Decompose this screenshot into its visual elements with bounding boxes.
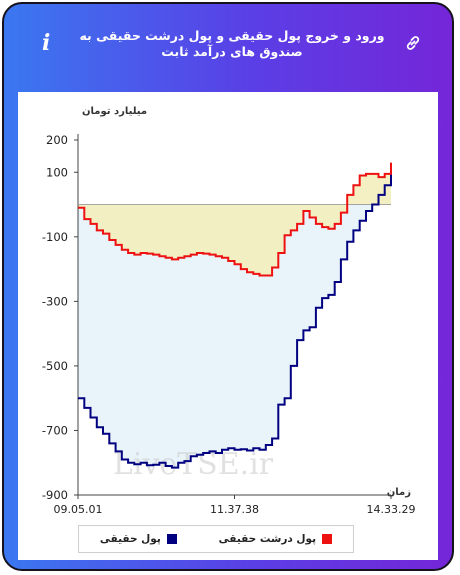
legend-item-real-money[interactable]: پول حقیقی bbox=[100, 533, 177, 545]
legend-label-big-real-money: پول درشت حقیقی bbox=[218, 533, 317, 545]
series-line-big-real-money bbox=[78, 162, 392, 277]
legend-label-real-money: پول حقیقی bbox=[99, 533, 161, 545]
y-tick-label: -100 bbox=[42, 230, 68, 244]
legend-swatch-real-money bbox=[166, 534, 177, 544]
info-icon[interactable]: i bbox=[42, 30, 51, 56]
x-axis-label: زمان bbox=[387, 487, 411, 498]
legend-swatch-big-real-money bbox=[322, 534, 333, 544]
series-line-real-money bbox=[78, 172, 392, 469]
x-tick-label: 09.05.01 bbox=[54, 503, 103, 516]
x-tick-label: 11.37.38 bbox=[210, 503, 259, 516]
area-chart: میلیارد تومان زمان LiveTSE.ir 200100-100… bbox=[42, 106, 416, 516]
x-tick-label: 14.33.29 bbox=[367, 503, 416, 516]
card-header: i ورود و خروج پول حقیقی و پول درشت حقیقی… bbox=[4, 4, 452, 89]
chart-card: i ورود و خروج پول حقیقی و پول درشت حقیقی… bbox=[2, 2, 454, 571]
legend-item-big-real-money[interactable]: پول درشت حقیقی bbox=[218, 533, 333, 545]
y-axis-label: میلیارد تومان bbox=[82, 106, 147, 117]
chart-panel: میلیارد تومان زمان LiveTSE.ir 200 100 -100… bbox=[18, 92, 438, 560]
link-icon[interactable] bbox=[404, 34, 422, 52]
y-tick-label: 200 bbox=[46, 133, 68, 147]
y-tick-label: 100 bbox=[46, 165, 68, 179]
chart-title: ورود و خروج پول حقیقی و پول درشت حقیقی ب… bbox=[79, 28, 385, 59]
y-tick-label: -900 bbox=[42, 488, 68, 502]
y-tick-label: -300 bbox=[42, 294, 68, 308]
chart-legend: پول درشت حقیقی پول حقیقی bbox=[78, 525, 354, 553]
y-tick-label: -700 bbox=[42, 423, 68, 437]
y-tick-label: -500 bbox=[42, 359, 68, 373]
area-big-real-money bbox=[78, 162, 391, 276]
